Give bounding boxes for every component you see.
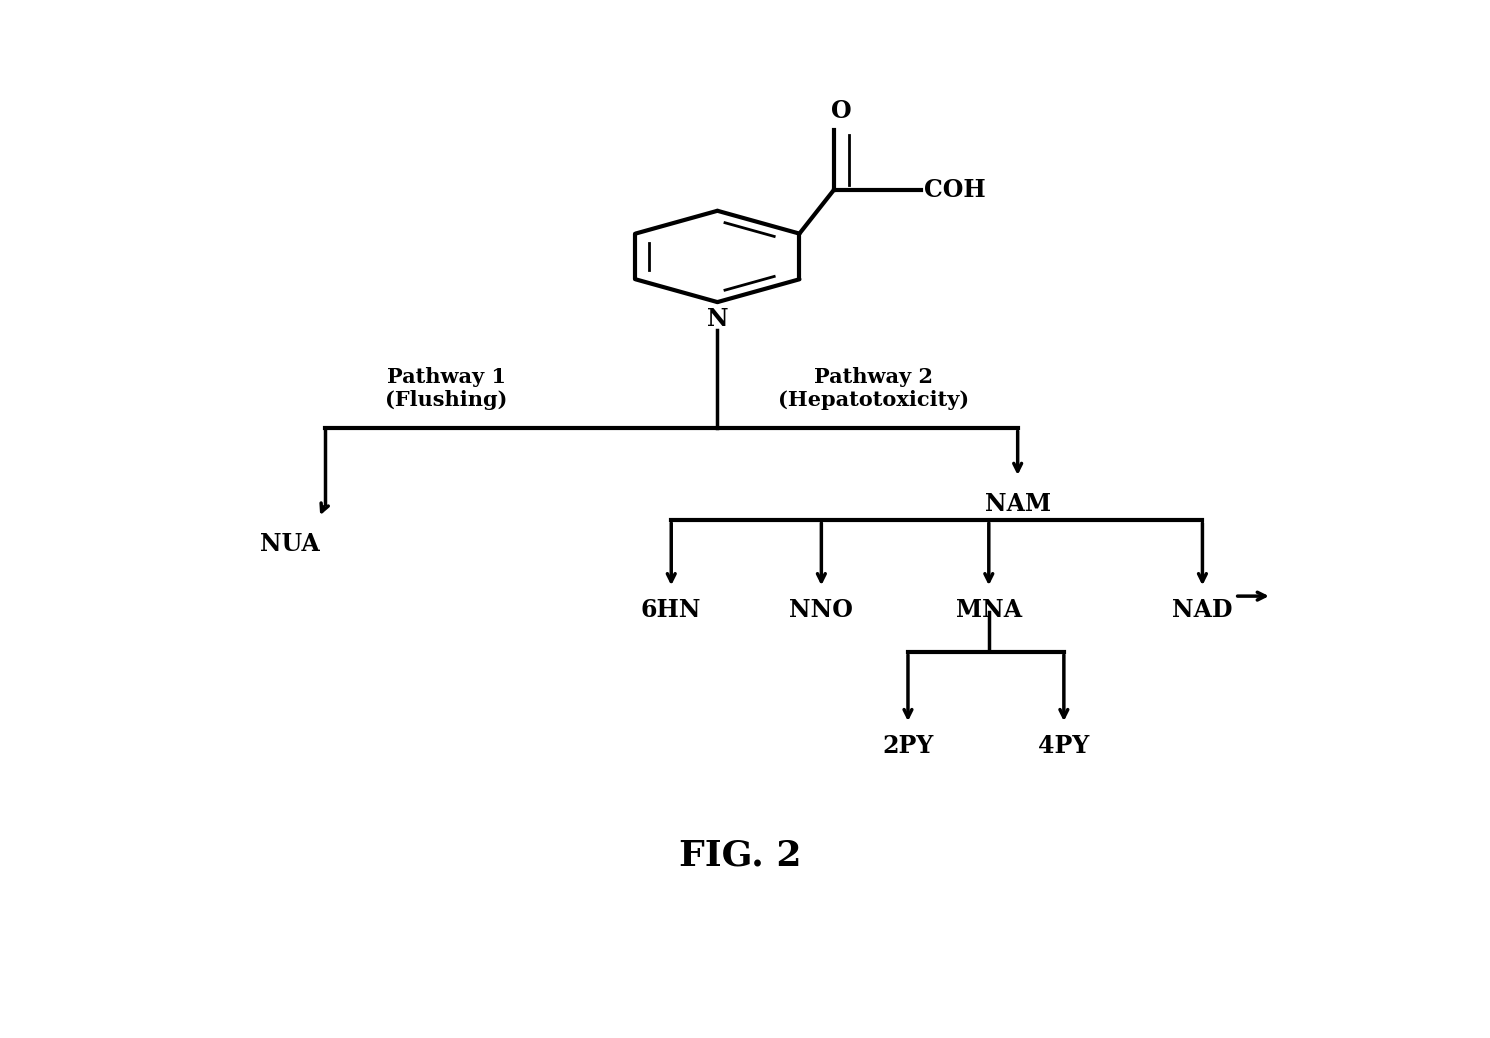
Text: NAD: NAD [1173, 598, 1232, 622]
Text: 4PY: 4PY [1039, 734, 1089, 758]
Text: O: O [831, 100, 851, 124]
Text: MNA: MNA [955, 598, 1022, 622]
Text: 6HN: 6HN [641, 598, 702, 622]
Text: Pathway 2
(Hepatotoxicity): Pathway 2 (Hepatotoxicity) [778, 366, 968, 410]
Text: N: N [706, 307, 729, 331]
Text: NNO: NNO [790, 598, 854, 622]
Text: COH: COH [924, 177, 986, 201]
Text: NAM: NAM [985, 492, 1050, 516]
Text: 2PY: 2PY [882, 734, 934, 758]
Text: Pathway 1
(Flushing): Pathway 1 (Flushing) [384, 366, 507, 410]
Text: FIG. 2: FIG. 2 [679, 839, 802, 873]
Text: NUA: NUA [261, 532, 320, 556]
